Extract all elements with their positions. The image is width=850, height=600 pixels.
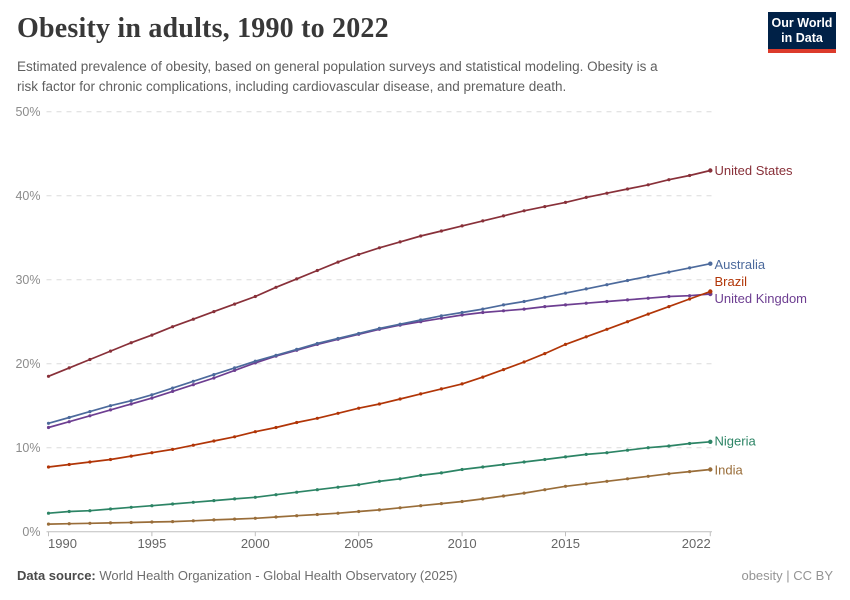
y-axis-label-20: 20% <box>15 357 40 371</box>
series-label-brazil[interactable]: Brazil <box>715 274 748 289</box>
page-title: Obesity in adults, 1990 to 2022 <box>17 13 389 44</box>
chart-subtitle: Estimated prevalence of obesity, based o… <box>17 57 658 97</box>
series-line-nigeria <box>46 439 713 515</box>
series-label-united-kingdom[interactable]: United Kingdom <box>715 291 808 306</box>
y-axis-label-0: 0% <box>22 525 40 539</box>
subtitle-line-2: risk factor for chronic complications, i… <box>17 79 567 94</box>
x-axis-label-1990: 1990 <box>48 536 77 551</box>
x-axis-label-2005: 2005 <box>344 536 373 551</box>
owid-logo[interactable]: Our World in Data <box>768 12 836 53</box>
series-line-united-states <box>46 168 713 378</box>
series-label-nigeria[interactable]: Nigeria <box>715 434 757 449</box>
series-end-labels: United States Australia Brazil United Kingd… <box>715 163 808 477</box>
line-chart-svg: 0% 10% 20% 30% 40% 50% 1990 1995 2000 2005 2010 201… <box>15 105 808 551</box>
license-note[interactable]: obesity | CC BY <box>741 568 833 583</box>
data-source-label: Data source: <box>17 568 96 583</box>
x-axis: 1990 1995 2000 2005 2010 2015 2022 <box>48 531 711 551</box>
y-axis-label-50: 50% <box>15 105 40 119</box>
y-axis-label-30: 30% <box>15 273 40 287</box>
subtitle-line-1: Estimated prevalence of obesity, based o… <box>17 59 658 74</box>
y-gridlines: 0% 10% 20% 30% 40% 50% <box>15 105 712 539</box>
data-source-value: World Health Organization - Global Healt… <box>95 568 458 583</box>
x-axis-label-1995: 1995 <box>137 536 166 551</box>
series-label-united-states[interactable]: United States <box>715 163 794 178</box>
series-line-brazil <box>46 289 713 469</box>
y-axis-label-40: 40% <box>15 189 40 203</box>
x-axis-label-2022: 2022 <box>682 536 711 551</box>
y-axis-label-10: 10% <box>15 441 40 455</box>
series-line-india <box>46 467 713 526</box>
series-label-australia[interactable]: Australia <box>715 257 766 272</box>
series-label-india[interactable]: India <box>715 463 744 478</box>
series-line-australia <box>46 261 713 425</box>
data-source-note: Data source: World Health Organization -… <box>17 568 458 583</box>
series-line-united-kingdom <box>46 291 713 430</box>
x-axis-label-2010: 2010 <box>448 536 477 551</box>
x-axis-label-2000: 2000 <box>241 536 270 551</box>
x-axis-label-2015: 2015 <box>551 536 580 551</box>
owid-logo-line-1: Our World <box>771 16 833 30</box>
owid-logo-line-2: in Data <box>781 31 823 45</box>
line-chart: 0% 10% 20% 30% 40% 50% 1990 1995 2000 2005 2010 201… <box>0 100 850 560</box>
